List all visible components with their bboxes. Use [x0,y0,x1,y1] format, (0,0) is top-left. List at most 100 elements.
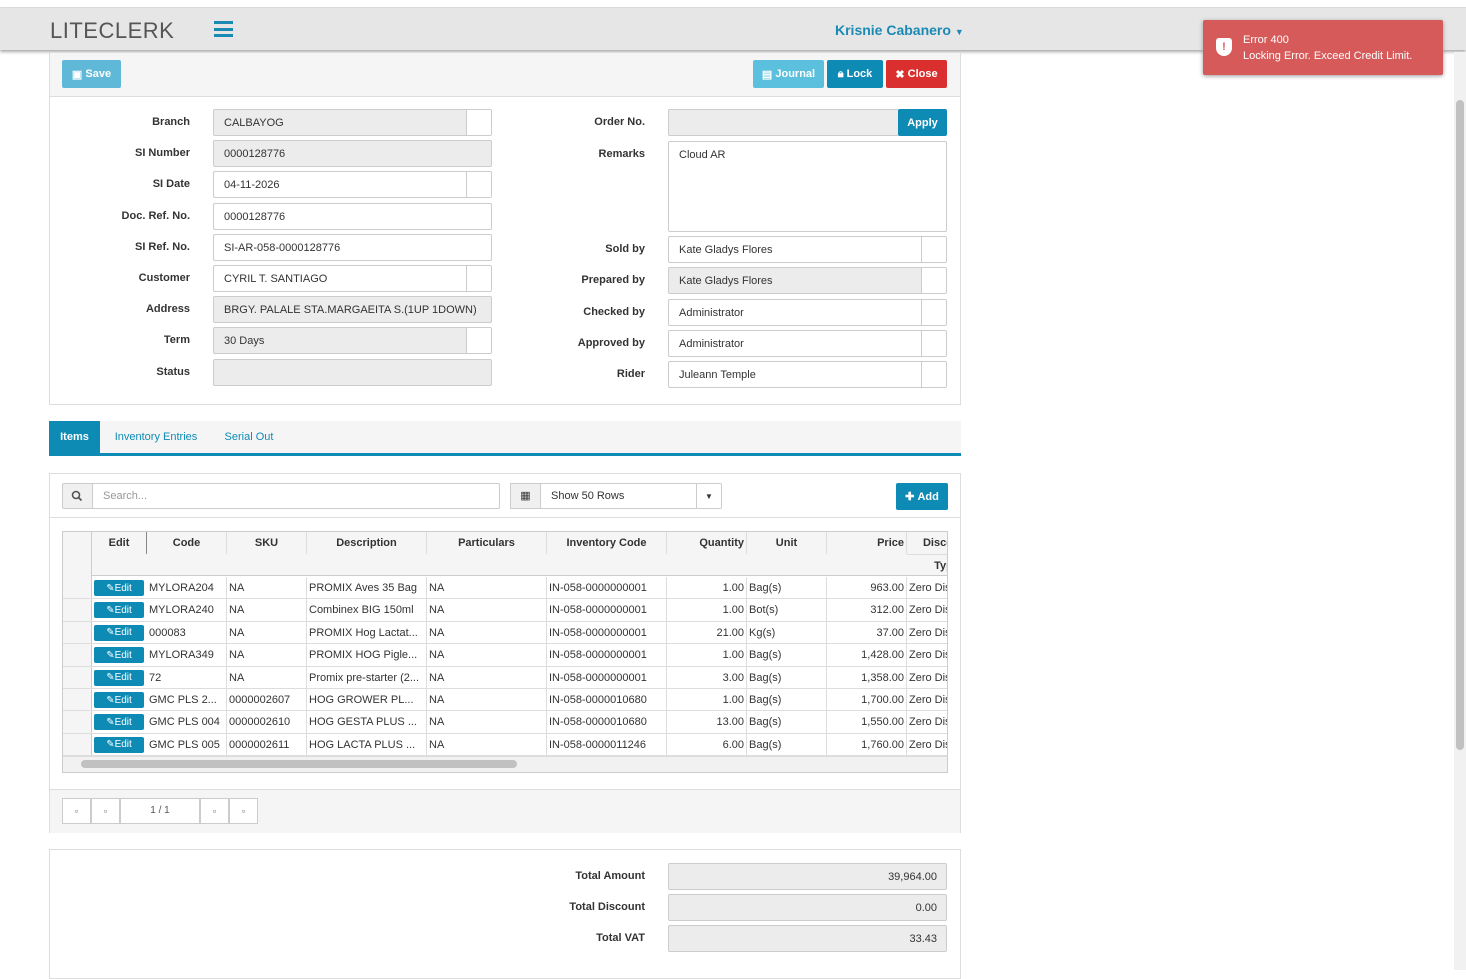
field-input[interactable]: Juleann Temple [668,361,947,388]
table-cell: HOG GESTA PLUS ... [307,711,427,734]
table-cell: 0000002607 [227,689,307,711]
row-line [63,732,947,734]
toast-message: Locking Error. Exceed Credit Limit. [1243,50,1413,62]
field-input[interactable]: 0000128776 [213,203,492,230]
table-cell: 1.00 [667,599,747,622]
table-cell: 1.00 [667,577,747,599]
field-input[interactable]: Kate Gladys Flores [668,236,947,263]
journal-button[interactable]: ▤ Journal [753,60,824,88]
table-cell: Bag(s) [747,666,827,689]
field-label: Sold by [605,243,645,255]
tab[interactable]: Items [49,421,100,453]
select-arrow: ▼ [696,484,721,508]
pager-button[interactable]: ▫ [62,798,91,824]
form-panel: ▣ Save ▤ Journal 🔒︎ Lock ✖ Close Branch C… [49,52,961,405]
items-table: Edit Code SKU Description Particulars Invento… [62,531,948,773]
total-label: Total VAT [596,932,645,944]
page-size-select[interactable]: Show 50 Rows ▼ [540,483,722,509]
table-cell: Zero Discount [907,667,947,689]
save-button[interactable]: ▣ Save [62,60,121,88]
table-cell: IN-058-0000000001 [547,599,667,622]
rownum-col [63,532,92,772]
field-label: Address [145,303,190,315]
field-label: Status [156,366,190,378]
remarks-input[interactable]: Cloud AR [668,141,947,232]
table-cell: IN-058-0000000001 [547,644,667,667]
field-input[interactable]: 30 Days [213,327,492,354]
edit-button[interactable]: ✎ Edit [94,602,144,619]
table-cell: IN-058-0000010680 [547,689,667,711]
edit-label: Edit [114,582,132,594]
table-cell: GMC PLS 005 [147,733,227,756]
pager-button[interactable]: ▫ [91,798,120,824]
dropdown-arrow [466,266,491,291]
table-cell: NA [427,711,547,734]
dropdown-arrow [466,110,491,135]
tab[interactable]: Inventory Entries [114,431,198,443]
edit-button[interactable]: ✎ Edit [94,692,144,708]
scroll-thumb[interactable] [1456,100,1464,750]
pager-button[interactable]: ▫ [200,798,229,824]
tab[interactable]: Serial Out [224,431,274,443]
close-button[interactable]: ✖ Close [886,60,947,88]
field-input[interactable]: CYRIL T. SANTIAGO [213,265,492,292]
field-value: CYRIL T. SANTIAGO [224,272,328,285]
field-input[interactable]: 04-11-2026 [213,171,492,198]
column-header: Edit [92,532,147,554]
edit-button[interactable]: ✎ Edit [94,580,144,596]
table-cell: 963.00 [827,577,907,599]
h-scroll-thumb[interactable] [81,760,517,768]
table-cell: 0000002610 [227,711,307,734]
field-input[interactable] [213,359,492,386]
table-cell: 6.00 [667,733,747,756]
lock-button[interactable]: 🔒︎ Lock [827,60,883,88]
field-input[interactable]: SI-AR-058-0000128776 [213,234,492,261]
apply-button[interactable]: Apply [898,109,947,136]
field-label: Term [163,334,190,346]
table-cell: MYLORA240 [147,599,227,622]
column-header: Discount [907,532,947,554]
edit-label: Edit [114,694,132,706]
grid-icon: ▦ [510,483,541,509]
logo[interactable]: LITECLERK [50,18,175,43]
field-value: 0000128776 [224,210,286,223]
add-button[interactable]: ✚ Add [896,483,948,510]
pager-info: 1 / 1 [120,798,200,824]
edit-button[interactable]: ✎ Edit [94,669,144,686]
scrollbar[interactable] [1454,52,1466,970]
field-value: Kate Gladys Flores [679,243,773,256]
edit-button[interactable]: ✎ Edit [94,647,144,664]
total-value: 39,964.00 [888,870,937,883]
table-cell: Zero Discount [907,644,947,666]
menu-toggle[interactable] [214,21,233,37]
field-input[interactable]: CALBAYOG [213,109,492,136]
edit-button[interactable]: ✎ Edit [94,714,144,731]
edit-button[interactable]: ✎ Edit [94,624,144,641]
table-cell: IN-058-0000010680 [547,711,667,734]
field-label: Order No. [594,116,645,128]
table-cell: Zero Discount [907,734,947,756]
table-cell: HOG GROWER PL... [307,689,427,711]
field-label: Customer [138,272,190,284]
field-input[interactable]: Administrator [668,330,947,357]
table-cell: Zero Discount [907,689,947,711]
user-menu[interactable]: Krisnie Cabanero ▼ [835,22,964,38]
save-label: Save [85,68,112,80]
field-input[interactable]: BRGY. PALALE STA.MARGAEITA S.(1UP 1DOWN) [213,296,492,323]
dropdown-arrow [921,331,946,356]
field-input[interactable]: 0000128776 [213,140,492,167]
table-cell: NA [227,666,307,689]
error-toast[interactable]: ! Error 400 Locking Error. Exceed Credit… [1203,20,1443,75]
total-value: 33.43 [909,932,937,945]
table-cell: HOG LACTA PLUS ... [307,733,427,756]
edit-button[interactable]: ✎ Edit [94,736,144,753]
field-value: 04-11-2026 [224,178,280,191]
pager-button[interactable]: ▫ [229,798,258,824]
field-input[interactable]: Administrator [668,299,947,326]
row-line [63,598,947,600]
search-input[interactable]: Search... [92,483,500,509]
order-input[interactable] [668,109,899,136]
field-input[interactable]: Kate Gladys Flores [668,267,947,294]
edit-label: Edit [114,627,132,639]
column-header: Quantity [667,532,747,554]
